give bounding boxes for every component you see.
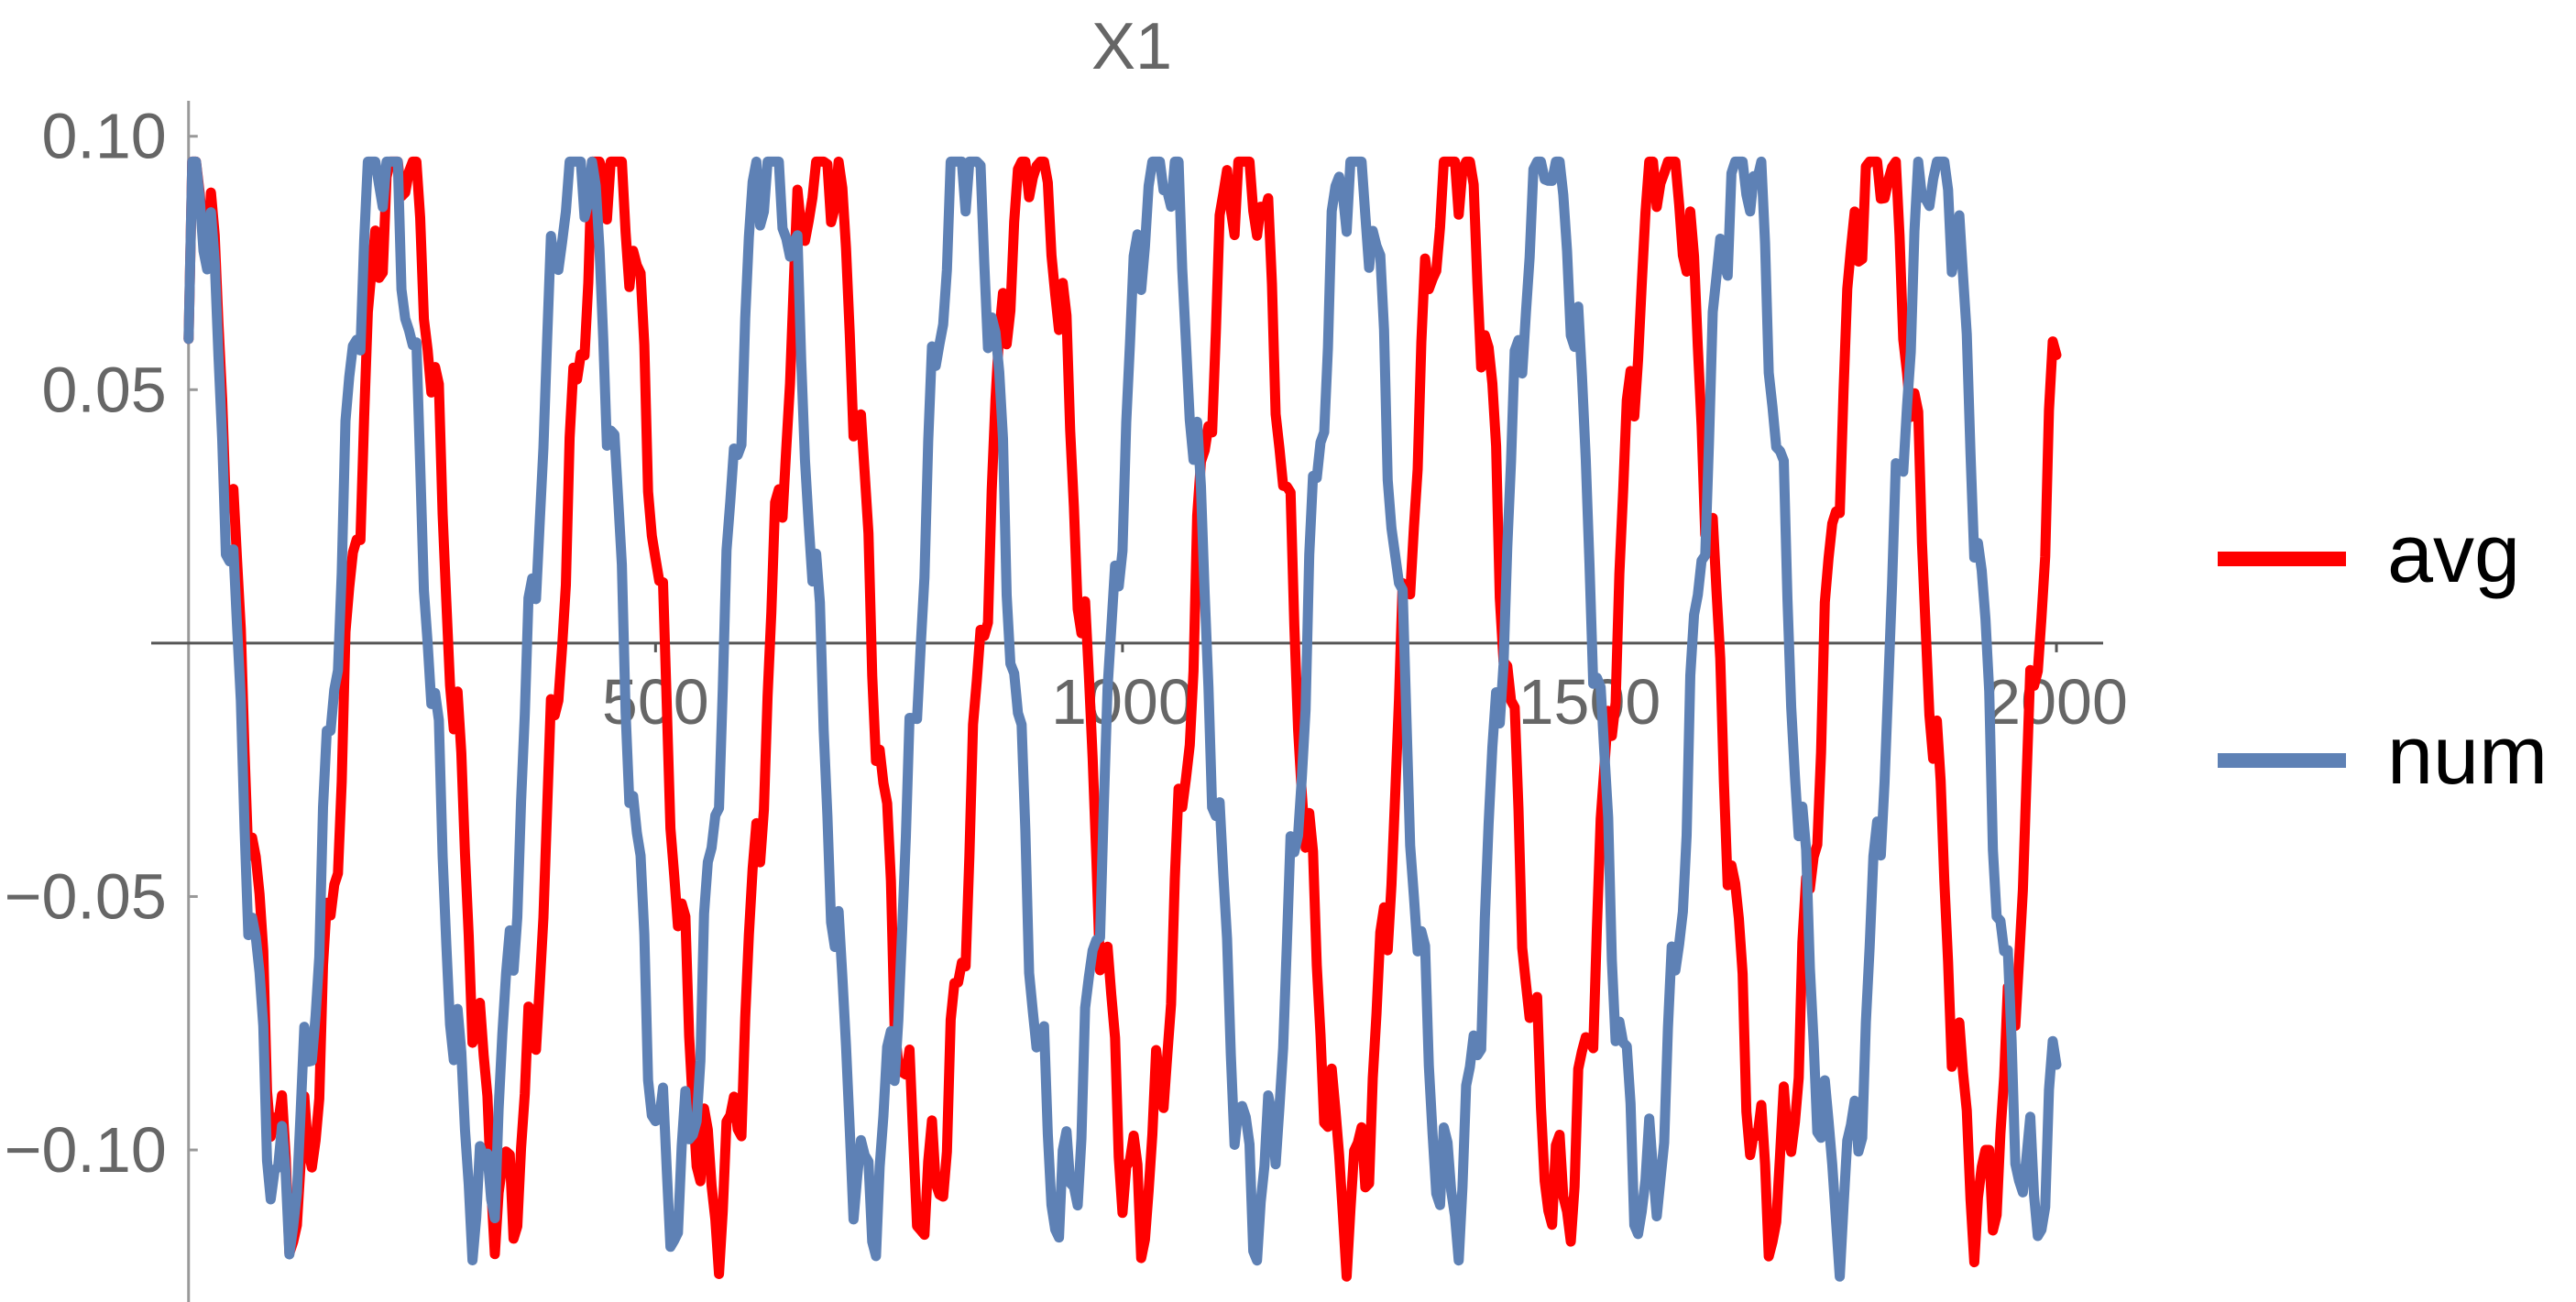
legend-label-num: num bbox=[2387, 710, 2548, 802]
x-tick-label: 500 bbox=[602, 666, 709, 738]
legend-label-avg: avg bbox=[2387, 509, 2520, 600]
x-tick-label: 2000 bbox=[1985, 666, 2128, 738]
series-line-num bbox=[183, 156, 2062, 1282]
y-tick-label: 0.10 bbox=[42, 101, 167, 172]
chart-title: X1 bbox=[1091, 10, 1172, 83]
y-tick-label: −0.10 bbox=[5, 1114, 167, 1186]
legend: avg num bbox=[2218, 509, 2548, 802]
y-tick-label: 0.05 bbox=[42, 354, 167, 425]
y-tick-label: −0.05 bbox=[5, 860, 167, 932]
series-layer bbox=[183, 156, 2062, 1282]
x-tick-label: 1000 bbox=[1051, 666, 1194, 738]
